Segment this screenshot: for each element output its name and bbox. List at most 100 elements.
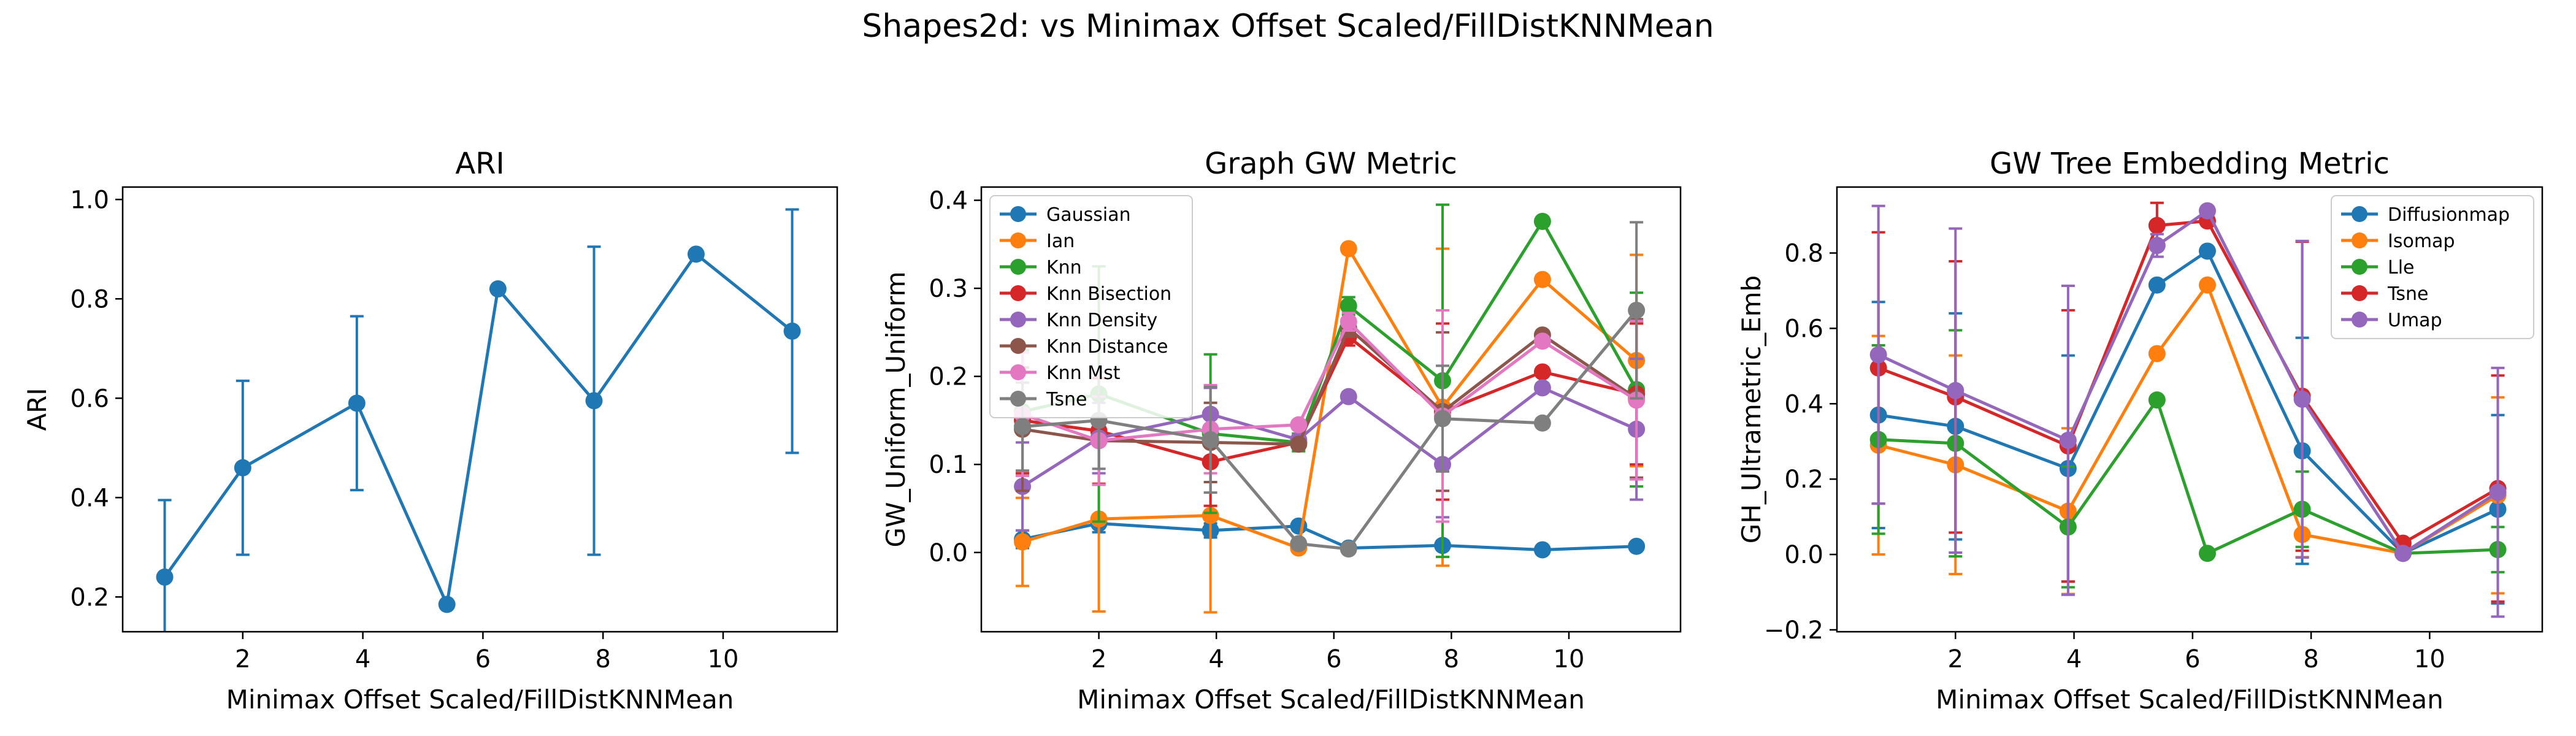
legend-marker: [2352, 285, 2367, 301]
legend-item: Knn Density: [1000, 310, 1157, 331]
data-point: [2198, 545, 2216, 562]
plot-area: [1869, 201, 2507, 618]
legend: Diffusionmap Isomap Lle Tsne Umap: [2331, 195, 2534, 339]
data-point: [1014, 533, 1032, 551]
y-axis-label: GH_Ultrametric_Emb: [1736, 275, 1766, 543]
y-tick-label: −0.2: [1764, 616, 1823, 645]
y-tick-label: 0.2: [70, 583, 109, 611]
legend-item: Umap: [2341, 310, 2442, 331]
series-line: [1877, 209, 2499, 555]
legend-label: Diffusionmap: [2388, 204, 2510, 226]
legend-item: Tsne: [2341, 283, 2428, 305]
legend-item: Knn Distance: [1000, 336, 1168, 358]
legend-label: Knn Density: [1046, 310, 1157, 331]
y-tick-label: 0.0: [1784, 541, 1823, 569]
legend-marker: [1010, 259, 1026, 275]
legend-marker: [1010, 391, 1026, 407]
data-point: [2293, 390, 2311, 408]
legend-marker: [2352, 232, 2367, 248]
data-point: [1290, 535, 1308, 553]
data-point: [1340, 313, 1357, 331]
legend-label: Lle: [2388, 257, 2415, 278]
legend-label: Knn Mst: [1046, 362, 1121, 384]
data-point: [1869, 346, 1887, 364]
x-tick-label: 4: [355, 645, 370, 673]
x-tick-label: 2: [1091, 645, 1106, 673]
data-point: [2198, 242, 2216, 260]
x-tick-label: 10: [708, 645, 739, 673]
y-tick-label: 0.1: [929, 451, 968, 479]
legend-marker: [1010, 206, 1026, 222]
data-point: [1290, 416, 1308, 434]
y-tick-label: 0.4: [70, 484, 109, 512]
data-point: [1533, 212, 1551, 230]
data-point: [2198, 202, 2216, 220]
legend-label: Gaussian: [1046, 204, 1131, 226]
legend-item: Isomap: [2341, 231, 2455, 252]
data-point: [1340, 540, 1357, 558]
legend-item: Ian: [1000, 231, 1075, 252]
legend-item: Tsne: [1000, 389, 1087, 410]
chart-title: Graph GW Metric: [1205, 147, 1457, 181]
series-line: [163, 252, 794, 606]
legend-label: Tsne: [1046, 389, 1087, 410]
legend-marker: [1010, 312, 1026, 328]
chart-1: ARI 2 4 6 8 10 0.2 0.4 0.6 0.8 1.0 Minimax Offset S…: [22, 147, 838, 715]
data-point: [156, 568, 174, 586]
legend-item: Lle: [2341, 257, 2415, 278]
legend-marker: [1010, 232, 1026, 248]
series-line: [1022, 320, 1638, 442]
data-point: [2489, 483, 2507, 501]
y-tick-label: 0.0: [929, 539, 968, 567]
legend: Gaussian Ian Knn Knn Bisection Knn Density Kn…: [989, 195, 1193, 418]
data-point: [687, 245, 705, 263]
x-tick-label: 10: [1554, 645, 1585, 673]
data-point: [234, 459, 251, 477]
data-point: [1533, 379, 1551, 397]
series-1: [1014, 513, 1646, 559]
data-point: [1533, 414, 1551, 432]
series-line: [1878, 398, 2498, 555]
legend-label: Knn Bisection: [1046, 283, 1171, 305]
legend-marker: [2352, 206, 2367, 222]
legend-label: Ian: [1046, 231, 1075, 252]
y-axis-label: ARI: [22, 388, 52, 431]
series-5: [1869, 202, 2507, 618]
data-point: [348, 394, 366, 412]
y-tick-label: 0.8: [70, 285, 109, 313]
charts-group: ARI 2 4 6 8 10 0.2 0.4 0.6 0.8 1.0 Minimax Offset S…: [22, 147, 2543, 715]
y-tick-label: 0.6: [1784, 315, 1823, 343]
y-tick-label: 0.8: [1784, 240, 1823, 268]
data-point: [1340, 388, 1357, 405]
data-point: [2148, 391, 2166, 409]
data-point: [1202, 431, 1219, 449]
legend-marker: [1010, 338, 1026, 354]
x-tick-label: 8: [595, 645, 610, 673]
data-point: [783, 322, 801, 340]
data-point: [1014, 418, 1032, 435]
data-point: [2198, 276, 2216, 294]
legend-item: Knn Bisection: [1000, 283, 1171, 305]
legend-marker: [2352, 259, 2367, 275]
y-tick-label: 0.6: [70, 385, 109, 413]
x-tick-label: 4: [1208, 645, 1224, 673]
y-tick-label: 0.2: [1784, 466, 1823, 494]
series-line: [1878, 249, 2499, 555]
legend-label: Knn Distance: [1046, 336, 1168, 358]
series-line: [1878, 283, 2499, 555]
data-point: [1533, 541, 1551, 559]
data-point: [1947, 381, 1965, 399]
series-line: [1022, 247, 1638, 550]
series-1: [156, 208, 801, 632]
series-line: [1022, 326, 1638, 446]
x-tick-label: 2: [235, 645, 250, 673]
series-line: [1022, 521, 1637, 551]
data-point: [2394, 545, 2412, 562]
x-tick-label: 8: [1444, 645, 1459, 673]
axes-frame: [1836, 186, 2543, 633]
plot-area: [156, 208, 801, 632]
axes-frame: [121, 186, 838, 633]
x-axis-label: Minimax Offset Scaled/FillDistKNNMean: [226, 684, 734, 715]
x-tick-label: 6: [1326, 645, 1341, 673]
